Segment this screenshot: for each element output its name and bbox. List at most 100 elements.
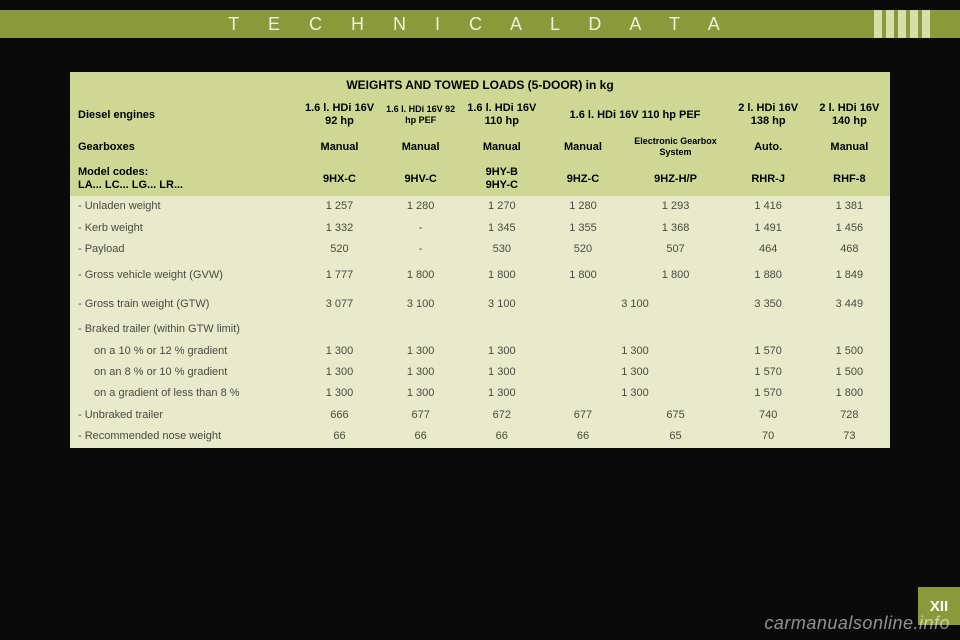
- cell: 1 456: [809, 218, 890, 239]
- cell: 3 100: [542, 290, 727, 319]
- cell: 1 381: [809, 196, 890, 217]
- code-col: 9HZ-H/P: [624, 162, 728, 196]
- cell: 1 416: [728, 196, 809, 217]
- cell: 740: [728, 405, 809, 426]
- code-col: 9HV-C: [380, 162, 461, 196]
- code-col: 9HZ-C: [542, 162, 623, 196]
- cell: 3 350: [728, 290, 809, 319]
- row-label: - Payload: [70, 239, 299, 260]
- gearbox-col: Manual: [299, 132, 380, 162]
- table-row: - Unbraked trailer666677672677675740728: [70, 405, 890, 426]
- cell: 1 491: [728, 218, 809, 239]
- table-title-row: WEIGHTS AND TOWED LOADS (5-DOOR) in kg: [70, 72, 890, 98]
- cell: [461, 319, 542, 340]
- cell: 1 368: [624, 218, 728, 239]
- gearbox-col: Manual: [809, 132, 890, 162]
- cell: 66: [299, 426, 380, 447]
- row-label: - Recommended nose weight: [70, 426, 299, 447]
- codes-label: Model codes: LA... LC... LG... LR...: [70, 162, 299, 196]
- cell: 1 800: [380, 261, 461, 290]
- cell: 520: [542, 239, 623, 260]
- table-row: - Gross train weight (GTW)3 0773 1003 10…: [70, 290, 890, 319]
- engine-col: 2 l. HDi 16V 138 hp: [728, 98, 809, 132]
- table-row: - Unladen weight1 2571 2801 2701 2801 29…: [70, 196, 890, 217]
- cell: 677: [380, 405, 461, 426]
- cell: 3 077: [299, 290, 380, 319]
- cell: 520: [299, 239, 380, 260]
- cell: 3 100: [461, 290, 542, 319]
- gearboxes-label: Gearboxes: [70, 132, 299, 162]
- cell: 1 300: [461, 383, 542, 404]
- cell: 3 449: [809, 290, 890, 319]
- cell: 1 777: [299, 261, 380, 290]
- cell: 1 800: [624, 261, 728, 290]
- watermark: carmanualsonline.info: [764, 613, 950, 634]
- cell: 1 280: [542, 196, 623, 217]
- cell: 1 880: [728, 261, 809, 290]
- cell: 1 345: [461, 218, 542, 239]
- cell: [728, 319, 809, 340]
- engines-label: Diesel engines: [70, 98, 299, 132]
- cell: 66: [542, 426, 623, 447]
- engine-col: 1.6 l. HDi 16V 110 hp PEF: [542, 98, 727, 132]
- table-row: - Recommended nose weight66666666657073: [70, 426, 890, 447]
- codes-row: Model codes: LA... LC... LG... LR... 9HX…: [70, 162, 890, 196]
- cell: 468: [809, 239, 890, 260]
- row-label: - Gross vehicle weight (GVW): [70, 261, 299, 290]
- cell: 1 300: [299, 362, 380, 383]
- cell: 666: [299, 405, 380, 426]
- page-title: T E C H N I C A L D A T A: [0, 10, 960, 38]
- row-label: on a gradient of less than 8 %: [70, 383, 299, 404]
- cell: 1 355: [542, 218, 623, 239]
- cell: 1 300: [299, 341, 380, 362]
- cell: [380, 319, 461, 340]
- cell: 66: [380, 426, 461, 447]
- cell: 1 300: [380, 341, 461, 362]
- cell: 464: [728, 239, 809, 260]
- cell: -: [380, 239, 461, 260]
- engines-row: Diesel engines 1.6 l. HDi 16V 92 hp 1.6 …: [70, 98, 890, 132]
- row-label: - Unbraked trailer: [70, 405, 299, 426]
- code-col: 9HY-B 9HY-C: [461, 162, 542, 196]
- table-row: - Gross vehicle weight (GVW)1 7771 8001 …: [70, 261, 890, 290]
- cell: 1 800: [809, 383, 890, 404]
- cell: 1 300: [380, 362, 461, 383]
- cell: 1 332: [299, 218, 380, 239]
- code-col: 9HX-C: [299, 162, 380, 196]
- cell: 1 500: [809, 362, 890, 383]
- cell: 728: [809, 405, 890, 426]
- cell: 1 300: [461, 362, 542, 383]
- cell: 66: [461, 426, 542, 447]
- cell: 1 300: [461, 341, 542, 362]
- table-title: WEIGHTS AND TOWED LOADS (5-DOOR) in kg: [70, 72, 890, 98]
- cell: 65: [624, 426, 728, 447]
- row-label: on a 10 % or 12 % gradient: [70, 341, 299, 362]
- cell: [624, 319, 728, 340]
- code-col: RHR-J: [728, 162, 809, 196]
- row-label: - Braked trailer (within GTW limit): [70, 319, 299, 340]
- cell: 1 800: [461, 261, 542, 290]
- weights-table: WEIGHTS AND TOWED LOADS (5-DOOR) in kg D…: [70, 72, 890, 448]
- cell: 1 500: [809, 341, 890, 362]
- gearbox-col: Auto.: [728, 132, 809, 162]
- cell: 1 300: [299, 383, 380, 404]
- table-row: - Payload520-530520507464468: [70, 239, 890, 260]
- cell: 675: [624, 405, 728, 426]
- cell: 3 100: [380, 290, 461, 319]
- engine-col: 1.6 l. HDi 16V 110 hp: [461, 98, 542, 132]
- engine-col: 1.6 l. HDi 16V 92 hp PEF: [380, 98, 461, 132]
- cell: [542, 319, 623, 340]
- cell: 1 293: [624, 196, 728, 217]
- cell: [299, 319, 380, 340]
- cell: 1 270: [461, 196, 542, 217]
- cell: 677: [542, 405, 623, 426]
- table-row: on an 8 % or 10 % gradient1 3001 3001 30…: [70, 362, 890, 383]
- gearbox-col: Electronic Gearbox System: [624, 132, 728, 162]
- cell: 672: [461, 405, 542, 426]
- engine-col: 1.6 l. HDi 16V 92 hp: [299, 98, 380, 132]
- gearbox-col: Manual: [380, 132, 461, 162]
- table-row: - Braked trailer (within GTW limit): [70, 319, 890, 340]
- engine-col: 2 l. HDi 16V 140 hp: [809, 98, 890, 132]
- cell: 1 300: [542, 362, 727, 383]
- cell: 1 800: [542, 261, 623, 290]
